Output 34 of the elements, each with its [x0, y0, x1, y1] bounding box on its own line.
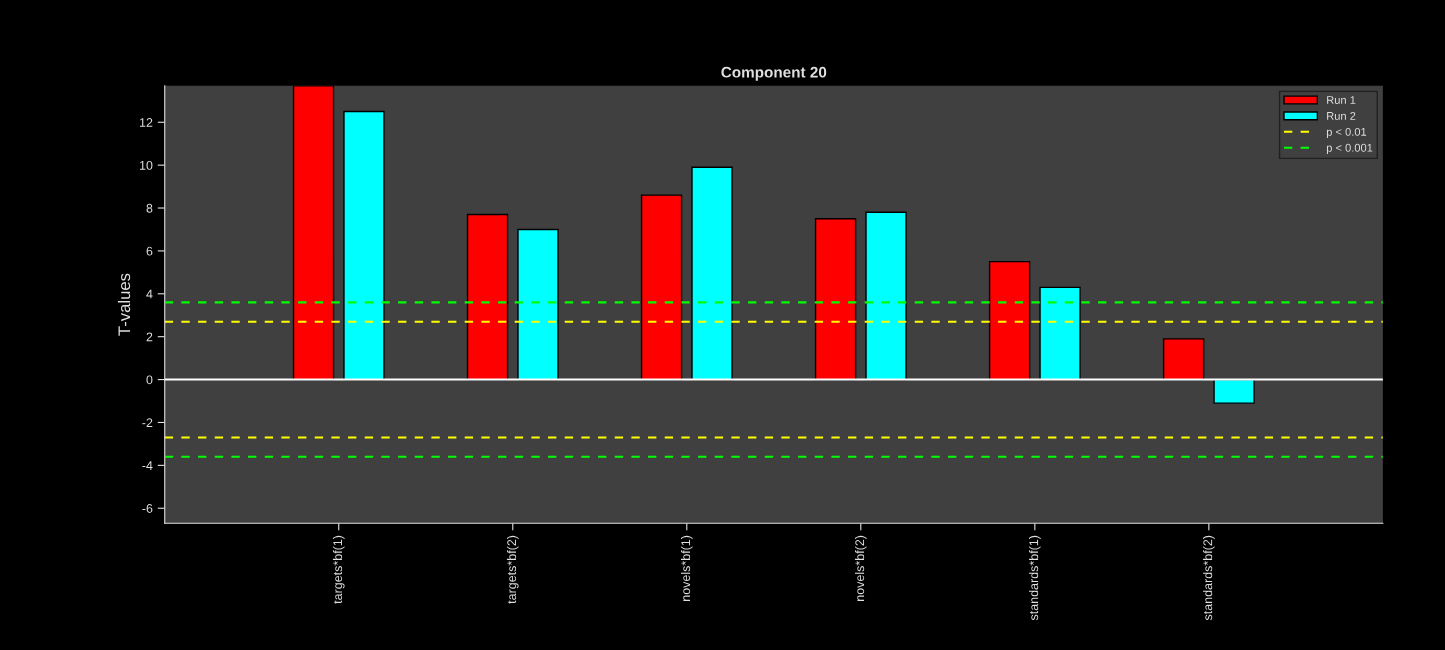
- legend-label: Run 2: [1327, 112, 1356, 120]
- y-tick-label: 8: [146, 203, 153, 213]
- chart-title: Component 20: [721, 66, 827, 81]
- bar: [1039, 286, 1081, 381]
- bar: [1213, 378, 1255, 404]
- y-tick-label: -2: [142, 418, 153, 427]
- x-tick-label: standards*bf(1): [1029, 535, 1041, 621]
- legend-label: p < 0.001: [1326, 143, 1373, 154]
- y-tick-label: 10: [139, 160, 153, 170]
- bar: [1162, 338, 1205, 381]
- legend-label: Run 1: [1327, 96, 1356, 104]
- y-tick-label: -6: [142, 504, 153, 513]
- y-tick-label: -4: [142, 461, 153, 470]
- bar: [865, 211, 907, 381]
- y-axis-title: T-values: [117, 273, 131, 336]
- bar: [691, 166, 733, 381]
- x-tick-label: novels*bf(1): [680, 535, 693, 601]
- bar: [640, 194, 683, 381]
- bar: [814, 218, 857, 381]
- y-tick-label: 6: [146, 246, 153, 256]
- y-tick-label: 0: [146, 375, 153, 385]
- legend-label: p < 0.01: [1326, 127, 1367, 138]
- x-tick-label: targets*bf(1): [332, 535, 345, 604]
- y-tick-label: 4: [146, 289, 153, 299]
- bar: [988, 260, 1031, 381]
- bar: [292, 85, 335, 381]
- y-tick-label: 2: [146, 332, 153, 342]
- x-tick-label: targets*bf(2): [506, 535, 519, 604]
- bar: [517, 228, 559, 381]
- x-tick-label: standards*bf(2): [1203, 535, 1215, 621]
- x-tick-label: novels*bf(2): [854, 535, 867, 601]
- bar: [466, 213, 509, 381]
- bar: [343, 110, 385, 381]
- y-tick-label: 12: [139, 118, 153, 127]
